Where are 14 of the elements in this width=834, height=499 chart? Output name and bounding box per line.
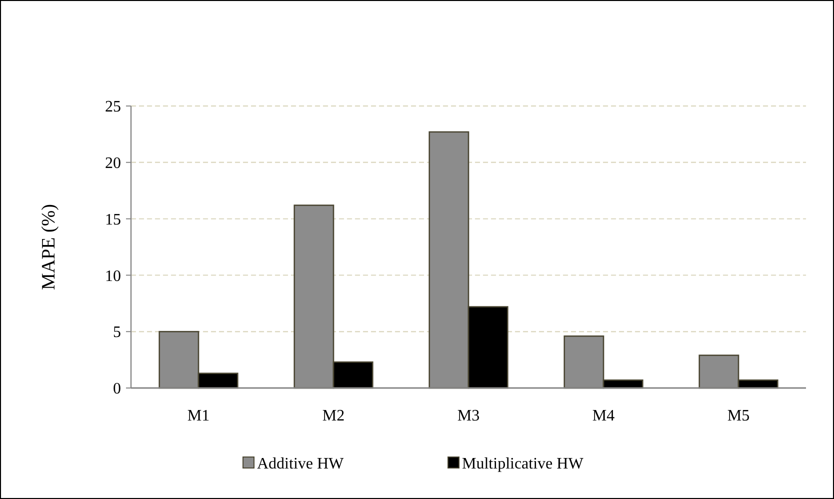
x-tick-label: M2: [322, 408, 345, 425]
y-tick-label: 20: [105, 155, 121, 172]
y-axis-title: MAPE (%): [38, 204, 60, 290]
x-tick-label: M4: [592, 408, 615, 425]
y-tick-label: 5: [113, 324, 121, 342]
y-tick-label: 10: [105, 268, 121, 285]
y-tick-label: 0: [113, 380, 121, 398]
y-tick-label: 25: [105, 98, 121, 116]
x-tick-label: M3: [457, 408, 480, 425]
legend-label: Multiplicative HW: [462, 456, 584, 473]
legend-label: Additive HW: [257, 456, 345, 473]
x-tick-label: M1: [187, 408, 210, 425]
y-tick-label: 15: [105, 211, 121, 228]
x-tick-label: M5: [727, 408, 750, 425]
